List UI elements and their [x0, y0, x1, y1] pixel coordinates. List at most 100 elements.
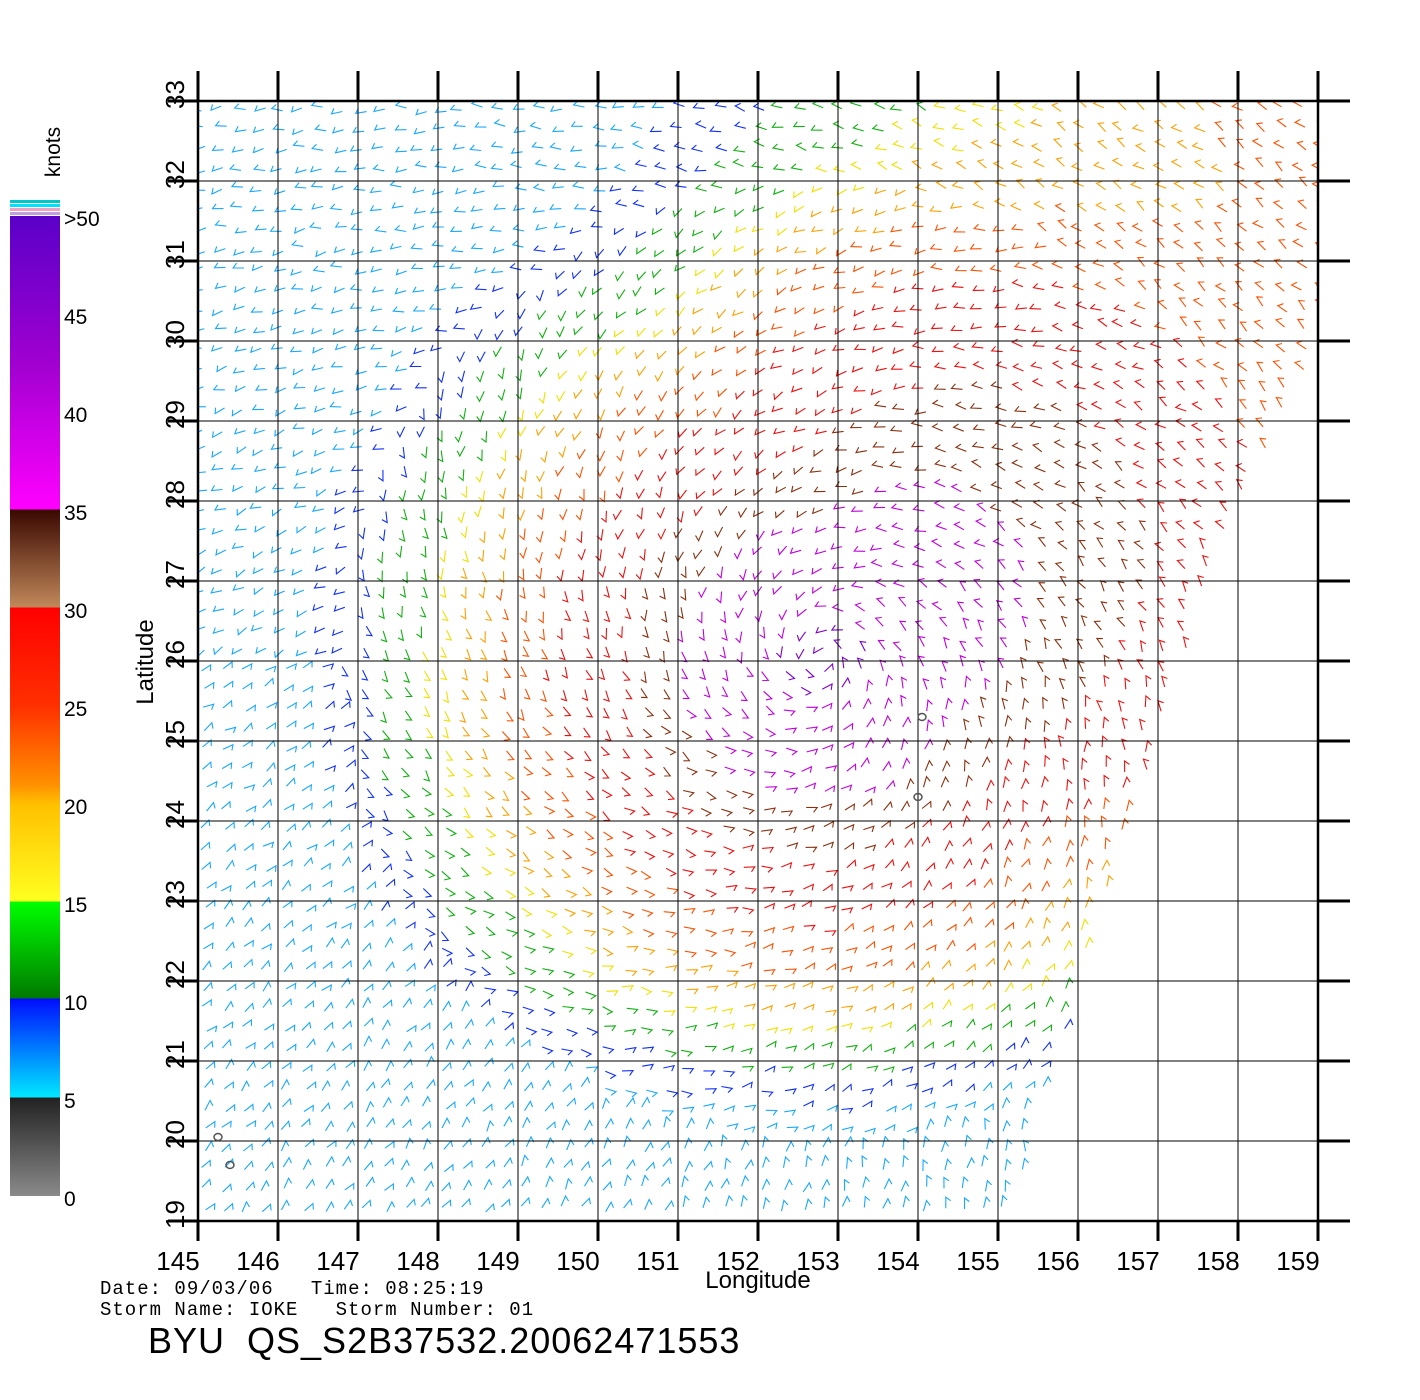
wind-barb: [741, 708, 750, 719]
wind-barb: [322, 960, 333, 970]
wind-barb: [990, 381, 1003, 389]
wind-barb: [772, 585, 782, 596]
wind-barb: [1114, 418, 1124, 428]
wind-barb: [554, 427, 565, 438]
wind-barb: [1000, 1194, 1008, 1207]
wind-barb: [978, 715, 985, 727]
wind-barb: [553, 244, 565, 251]
wind-barb: [440, 646, 448, 658]
wind-barb: [564, 610, 572, 622]
wind-barb: [695, 490, 706, 500]
wind-barb: [657, 471, 667, 483]
wind-barb: [646, 1008, 659, 1016]
wind-barb: [826, 962, 837, 971]
wind-barb: [891, 447, 904, 454]
wind-barb: [283, 919, 294, 929]
wind-barb: [882, 714, 892, 727]
island-marker: [213, 1132, 223, 1142]
wind-barb: [926, 1174, 933, 1187]
wind-barb: [544, 1101, 555, 1112]
wind-barb: [1131, 223, 1143, 232]
wind-barb: [941, 959, 952, 970]
wind-barb: [655, 206, 666, 216]
longitude-tick-label: 149: [476, 1246, 519, 1276]
wind-barb: [1193, 159, 1205, 169]
wind-barb: [942, 998, 952, 1010]
wind-barb: [888, 240, 902, 247]
wind-barb: [485, 846, 496, 857]
wind-barb: [571, 181, 584, 189]
wind-barb: [398, 530, 406, 543]
wind-barb: [261, 1136, 272, 1147]
wind-barb: [453, 120, 466, 127]
wind-barb: [352, 428, 364, 436]
wind-barb: [1297, 299, 1305, 311]
wind-barb: [833, 522, 846, 529]
wind-barb: [310, 467, 322, 475]
time-value: 08:25:19: [385, 1278, 485, 1300]
wind-barb: [963, 759, 970, 772]
wind-barb: [1022, 982, 1033, 992]
wind-barb: [762, 846, 775, 853]
wind-barb: [814, 601, 827, 607]
longitude-tick-label: 157: [1116, 1246, 1159, 1276]
wind-barb: [556, 628, 563, 641]
wind-barb: [394, 124, 407, 131]
wind-barb: [266, 761, 276, 772]
wind-barb: [1156, 238, 1165, 248]
wind-barb: [1078, 676, 1086, 688]
wind-barb: [1157, 699, 1164, 712]
wind-barb: [786, 842, 799, 849]
wind-barb: [783, 709, 796, 717]
wind-barb: [794, 247, 807, 254]
wind-barb: [260, 1179, 270, 1191]
wind-barb: [1054, 561, 1065, 572]
wind-barb: [231, 542, 244, 550]
wind-barb: [873, 324, 885, 331]
wind-barb: [333, 523, 345, 531]
wind-barb: [310, 327, 323, 335]
wind-barb: [1011, 578, 1022, 588]
wind-barb: [996, 521, 1006, 532]
wind-barb: [889, 460, 902, 468]
wind-barb: [712, 230, 723, 241]
wind-barb: [325, 936, 336, 948]
wind-barb: [1077, 555, 1085, 567]
wind-barb: [301, 740, 312, 750]
wind-barb: [252, 567, 264, 575]
wind-barb: [1114, 461, 1123, 471]
wind-barb: [302, 944, 313, 953]
wind-barb: [1074, 263, 1086, 273]
wind-barb: [261, 943, 273, 951]
wind-barb: [496, 468, 506, 480]
wind-barb: [545, 1136, 555, 1149]
wind-barb: [216, 365, 227, 373]
wind-barb: [1195, 358, 1206, 368]
wind-barb: [564, 908, 577, 917]
wind-barb: [1042, 696, 1049, 709]
wind-barb: [864, 844, 877, 852]
wind-barb: [803, 883, 815, 891]
wind-barb: [865, 736, 874, 748]
wind-barb: [802, 981, 814, 989]
wind-barb: [1157, 501, 1165, 513]
wind-barb: [632, 102, 645, 108]
wind-barb: [562, 828, 575, 838]
wind-barb: [225, 859, 235, 871]
wind-barb: [921, 800, 932, 809]
storm-name-label: Storm Name:: [100, 1299, 237, 1321]
wind-barb: [705, 1006, 718, 1013]
wind-barb: [514, 183, 527, 191]
wind-barb: [641, 1096, 651, 1108]
wind-barb: [252, 551, 263, 559]
wind-barb: [781, 1066, 794, 1073]
wind-barb: [272, 124, 285, 131]
wind-barb: [406, 962, 416, 972]
wind-barb: [771, 143, 784, 151]
wind-barb: [576, 449, 586, 460]
wind-barb: [255, 646, 267, 654]
wind-barb: [382, 999, 393, 1009]
wind-barb: [440, 487, 447, 500]
wind-barb: [851, 365, 863, 373]
island-marker: [913, 792, 923, 802]
